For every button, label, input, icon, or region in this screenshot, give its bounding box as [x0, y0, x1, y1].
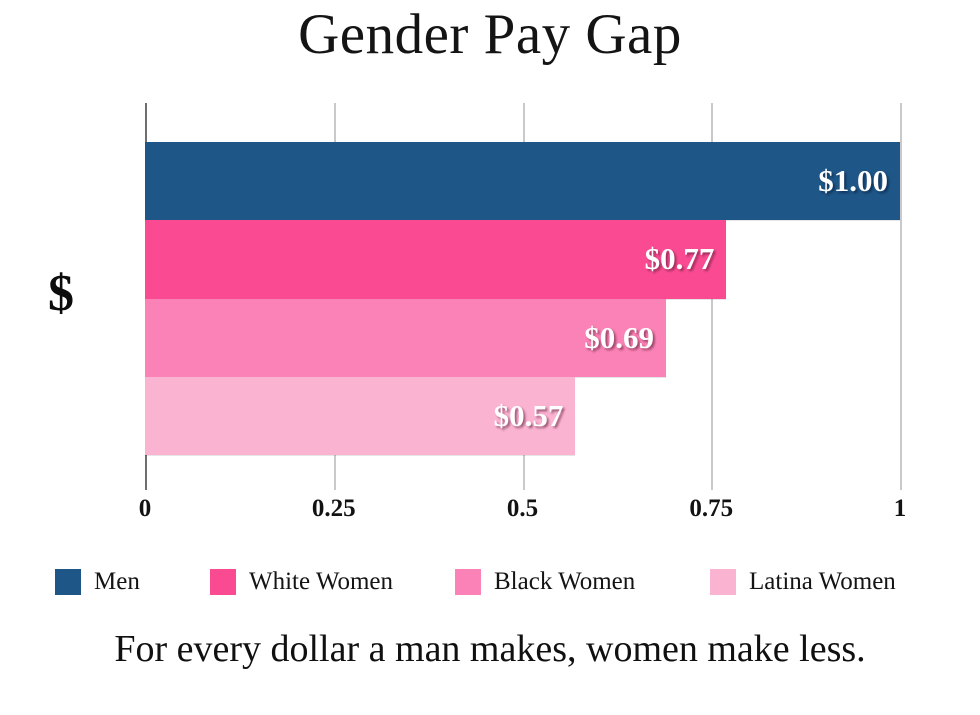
gridline-1: [900, 103, 902, 490]
bar-value-label: $0.77: [644, 241, 715, 277]
page-title: Gender Pay Gap: [298, 3, 682, 66]
legend-item-men[interactable]: Men: [55, 568, 140, 596]
bar-row: $1.00: [145, 142, 900, 221]
bar-row: $0.57: [145, 376, 900, 455]
x-tick-0.75: 0.75: [689, 495, 734, 522]
bar-value-label: $1.00: [818, 163, 888, 199]
x-axis-tick-labels: 0 0.25 0.5 0.75 1: [0, 495, 980, 535]
x-tick-0.25: 0.25: [311, 495, 356, 522]
bar-latina-women[interactable]: $0.57: [145, 376, 576, 455]
legend-swatch-icon: [210, 569, 236, 595]
bar-row: $0.77: [145, 220, 900, 299]
legend-item-white-women[interactable]: White Women: [210, 568, 393, 596]
legend-swatch-icon: [55, 569, 81, 595]
chart-caption: For every dollar a man makes, women make…: [114, 628, 866, 670]
bar-row: $0.69: [145, 298, 900, 377]
legend-label: Latina Women: [749, 568, 896, 595]
bar-men[interactable]: $1.00: [145, 142, 900, 221]
x-tick-0: 0: [138, 495, 152, 522]
plot-area: $1.00 $0.77 $0.69 $0.57: [145, 103, 902, 490]
bar-value-label: $0.69: [584, 319, 654, 355]
x-tick-0.5: 0.5: [506, 495, 539, 522]
legend-label: Men: [94, 568, 140, 595]
chart-legend: Men White Women Black Women Latina Women: [0, 568, 980, 608]
bar-value-label: $0.57: [493, 397, 564, 433]
bars-container: $1.00 $0.77 $0.69 $0.57: [145, 142, 900, 455]
legend-label: Black Women: [494, 568, 636, 595]
legend-swatch-icon: [710, 569, 736, 595]
legend-item-latina-women[interactable]: Latina Women: [710, 568, 896, 596]
bar-white-women[interactable]: $0.77: [145, 220, 727, 299]
legend-item-black-women[interactable]: Black Women: [455, 568, 635, 596]
x-tick-1: 1: [893, 495, 907, 522]
legend-swatch-icon: [455, 569, 481, 595]
bar-black-women[interactable]: $0.69: [145, 298, 666, 377]
y-axis-label: $: [48, 265, 74, 322]
legend-label: White Women: [249, 568, 394, 595]
